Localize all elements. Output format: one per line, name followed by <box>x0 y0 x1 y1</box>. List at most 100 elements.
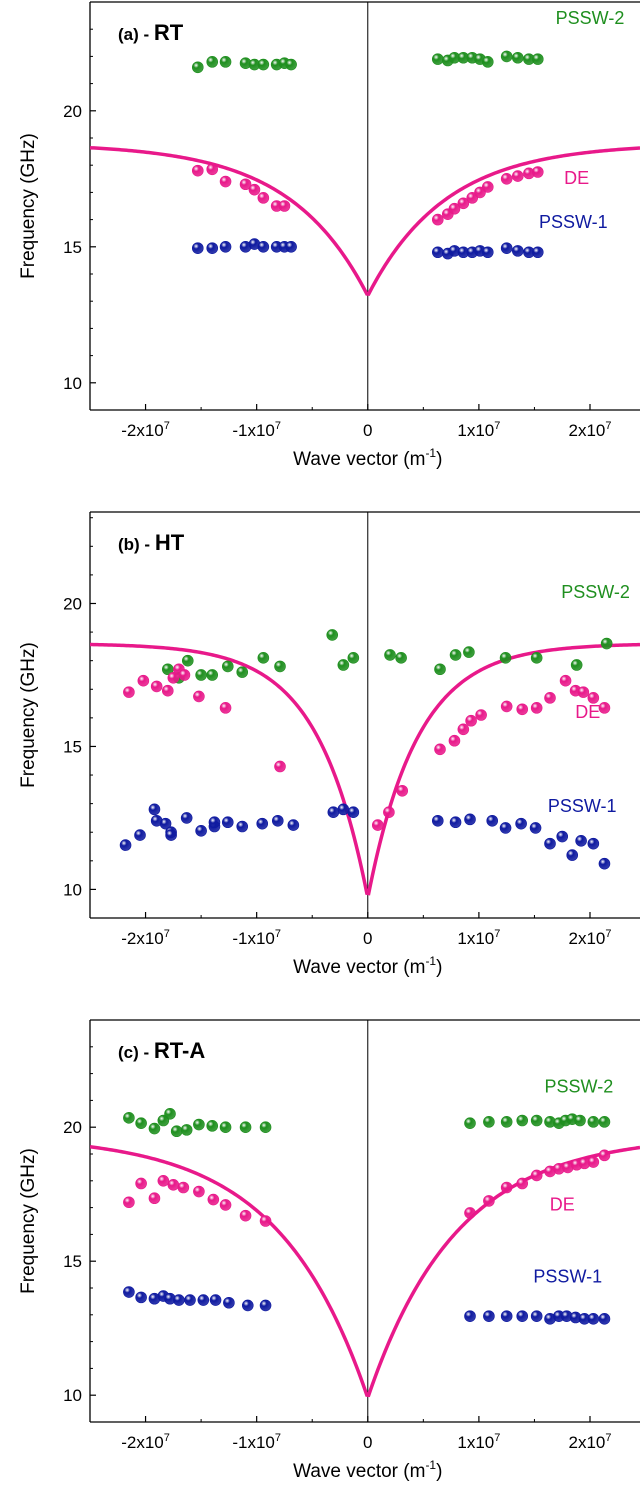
de-point <box>559 674 572 687</box>
de-point <box>274 760 286 773</box>
pssw-2-point <box>259 1121 272 1133</box>
pssw-2-point <box>219 1121 232 1133</box>
x-axis-label: Wave vector (m-1) <box>293 954 442 978</box>
pssw-1-point <box>123 1286 135 1298</box>
de-point <box>161 684 174 697</box>
de-point <box>587 692 600 704</box>
x-tick-label: 0 <box>363 929 372 948</box>
pssw-2-point <box>499 652 512 664</box>
pssw-1-point <box>486 814 499 827</box>
de-point <box>123 686 135 698</box>
pssw-1-point <box>566 849 579 861</box>
de-point <box>239 1209 252 1222</box>
panel-c: -2x107 -1x107 0 1x107 2x107 10 15 20 Wave vector… <box>18 1019 640 1482</box>
x-tick-label: -1x107 <box>232 420 281 440</box>
de-point <box>530 1169 543 1182</box>
pssw-1-point <box>530 1310 543 1322</box>
y-tick-label: 15 <box>63 238 82 257</box>
pssw-2-point <box>206 669 219 681</box>
pssw-2-point <box>530 652 543 664</box>
pssw-2-point <box>219 56 232 68</box>
pssw-1-point <box>515 817 527 830</box>
y-axis-label: Frequency (GHz) <box>18 642 39 788</box>
de-point <box>193 1185 205 1198</box>
de-point <box>123 1196 135 1209</box>
pssw-2-point <box>530 1114 543 1127</box>
de-point <box>598 702 611 714</box>
y-axis-label: Frequency (GHz) <box>18 133 39 279</box>
pssw-2-point <box>337 659 350 671</box>
pssw-1-point <box>347 806 360 819</box>
pssw-2-point <box>236 666 249 678</box>
de-point <box>544 692 556 704</box>
x-tick-label: -2x107 <box>121 420 170 440</box>
de-point <box>457 723 470 736</box>
pssw-2-point <box>180 1124 193 1136</box>
x-tick-label: 2x107 <box>569 1432 612 1452</box>
y-tick-label: 20 <box>63 594 82 613</box>
pssw-1-point <box>449 816 462 829</box>
pssw-2-point <box>170 1125 183 1138</box>
de-point <box>587 1156 600 1168</box>
pssw-2-point <box>587 1116 600 1128</box>
de-theory-curve <box>90 642 640 896</box>
de-point <box>157 1175 170 1187</box>
de-point <box>278 200 291 212</box>
y-tick-label: 20 <box>63 1118 82 1137</box>
de-point <box>193 690 205 703</box>
pssw-1-point <box>587 1313 600 1325</box>
series-label-pssw-2: PSSW-2 <box>545 1076 614 1096</box>
de-point <box>219 1199 232 1211</box>
de-point <box>206 163 219 176</box>
de-point <box>465 714 477 727</box>
pssw-1-point <box>165 829 177 841</box>
pssw-1-point <box>575 835 587 847</box>
pssw-2-point <box>600 637 613 650</box>
de-point <box>481 181 494 193</box>
panel-a: -2x107 -1x107 0 1x107 2x107 10 15 20 Wave vector… <box>18 1 640 470</box>
de-point <box>167 672 180 684</box>
pssw-1-point <box>241 1299 254 1312</box>
pssw-1-point <box>236 820 249 833</box>
de-point <box>483 1195 495 1207</box>
de-point <box>475 709 487 721</box>
pssw-2-point <box>434 663 446 676</box>
de-point <box>150 680 163 693</box>
de-point <box>383 806 395 819</box>
pssw-2-point <box>574 1114 586 1127</box>
pssw-1-point <box>208 816 221 829</box>
y-tick-label: 20 <box>63 102 82 121</box>
x-tick-label: -2x107 <box>121 1432 170 1452</box>
pssw-2-point <box>395 652 407 664</box>
pssw-2-point <box>193 1118 205 1131</box>
de-point <box>135 1177 147 1190</box>
de-point <box>219 702 232 714</box>
de-point <box>448 202 461 215</box>
de-point <box>371 819 384 831</box>
series-label-pssw-1: PSSW-1 <box>533 1267 602 1287</box>
de-point <box>516 1177 529 1190</box>
x-tick-label: 1x107 <box>457 1432 500 1452</box>
pssw-2-point <box>164 1108 176 1120</box>
pssw-1-point <box>598 857 611 870</box>
pssw-1-point <box>464 813 476 826</box>
pssw-1-point <box>191 242 204 254</box>
panel-title: (c) - RT-A <box>118 1038 205 1063</box>
pssw-1-point <box>180 812 193 824</box>
pssw-2-point <box>516 1114 529 1127</box>
pssw-1-point <box>119 839 132 851</box>
series-label-pssw-2: PSSW-2 <box>561 582 630 602</box>
de-point <box>431 213 444 226</box>
de-point <box>177 1181 190 1194</box>
y-axis-label: Frequency (GHz) <box>18 1148 39 1294</box>
de-point <box>464 1207 476 1219</box>
x-tick-label: 2x107 <box>569 420 612 440</box>
pssw-1-point <box>184 1294 196 1306</box>
pssw-1-point <box>223 1296 235 1309</box>
pssw-2-point <box>257 652 270 664</box>
pssw-1-point <box>431 246 444 259</box>
pssw-1-point <box>587 837 600 850</box>
pssw-2-point <box>511 51 524 64</box>
series-label-pssw-2: PSSW-2 <box>556 8 625 28</box>
de-point <box>137 674 150 687</box>
